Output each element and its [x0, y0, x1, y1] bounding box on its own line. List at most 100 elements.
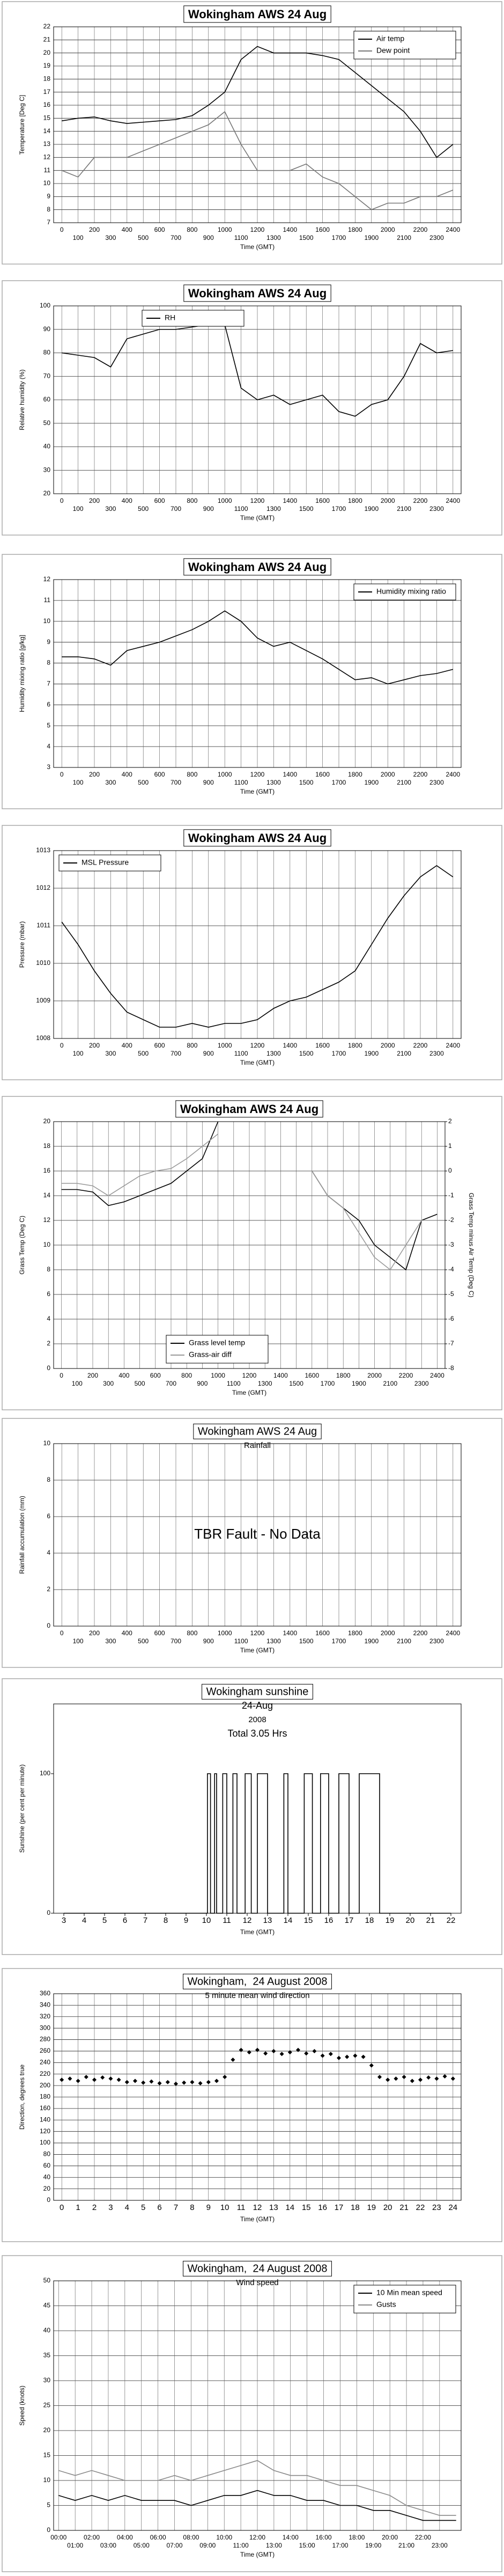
x-tick-label: 7 — [174, 2203, 178, 2212]
y-tick-label: 7 — [47, 680, 50, 687]
x-tick-label: 0 — [60, 1372, 63, 1379]
x-tick-label: 1300 — [266, 234, 281, 241]
y-axis-label: Direction, degrees true — [18, 2064, 26, 2129]
chart-panel: 0 5 10 15 20 25 30 35 40 45 50 00:0001:0002:0003:00… — [2, 2255, 502, 2572]
data-point — [92, 2077, 97, 2082]
y-tick-label: 100 — [40, 302, 50, 309]
chart-title: Wokingham, 24 August 2008 — [188, 2263, 328, 2274]
x-tick-label: 21 — [399, 2203, 409, 2212]
annotation: TBR Fault - No Data — [194, 1526, 321, 1542]
y-tick-label: 100 — [40, 2139, 50, 2146]
x-tick-label: 2300 — [429, 505, 444, 513]
x-tick-label: 100 — [73, 1637, 84, 1645]
y-tick-label: 22 — [43, 23, 51, 30]
data-point — [190, 2080, 195, 2084]
x-tick-label: 700 — [171, 779, 181, 786]
x-tick-label: 1500 — [289, 1380, 303, 1387]
y2-tick-label: 2 — [448, 1117, 452, 1125]
x-tick-label: 24 — [448, 2203, 457, 2212]
title-box — [183, 284, 331, 302]
x-tick-label: 3 — [62, 1916, 66, 1925]
x-tick-label: 1400 — [283, 1042, 297, 1049]
legend: Air temp Dew point — [353, 31, 456, 60]
legend: MSL Pressure — [58, 854, 161, 872]
x-tick-label: 900 — [197, 1380, 207, 1387]
chart-title: Wokingham sunshine — [206, 1686, 309, 1697]
y-tick-label: 80 — [43, 2150, 51, 2158]
x-tick-label: 1500 — [299, 1050, 314, 1057]
plot-frame — [53, 850, 462, 1039]
x-tick-label: 1700 — [321, 1380, 335, 1387]
x-tick-label: 1800 — [348, 497, 362, 504]
x-tick-label: 19 — [367, 2203, 376, 2212]
x-tick-label: 16 — [318, 2203, 327, 2212]
x-tick-label: 200 — [89, 226, 100, 233]
plot-frame — [53, 1993, 462, 2201]
x-tick-label: 500 — [138, 505, 149, 513]
x-tick-label: 13 — [269, 2203, 278, 2212]
x-tick-label: 1600 — [315, 771, 330, 778]
x-tick-label: 1300 — [266, 1050, 281, 1057]
data-point — [287, 2050, 292, 2055]
x-tick-label: 1400 — [283, 226, 297, 233]
x-tick-label: 600 — [154, 1629, 165, 1637]
x-tick-label: 2400 — [446, 771, 460, 778]
y-axis-label: Temperature [Deg C] — [18, 95, 26, 155]
y-tick-label: 20 — [43, 489, 51, 497]
x-tick-label: 2100 — [397, 1050, 411, 1057]
data-point — [442, 2074, 447, 2079]
y-tick-label: 30 — [43, 466, 51, 473]
annotation: Total 3.05 Hrs — [227, 1728, 287, 1739]
x-tick-label: 05:00 — [134, 2542, 150, 2549]
x-tick-label: 1200 — [242, 1372, 257, 1379]
x-tick-label: 1200 — [250, 1042, 265, 1049]
x-tick-label: 1500 — [299, 779, 314, 786]
series-line — [61, 111, 454, 210]
data-point — [394, 2076, 398, 2081]
data-point — [182, 2080, 187, 2085]
x-tick-label: 200 — [89, 1042, 100, 1049]
chart-panel: 0246810010020030040050060070080090010001… — [2, 1418, 502, 1668]
x-tick-label: 800 — [187, 226, 197, 233]
x-tick-label: 400 — [122, 1629, 132, 1637]
x-tick-label: 1900 — [364, 1050, 379, 1057]
title-box — [183, 558, 331, 576]
x-tick-label: 1600 — [305, 1372, 319, 1379]
data-point — [279, 2052, 284, 2057]
x-tick-label: 200 — [89, 1629, 100, 1637]
y-tick-label: 140 — [40, 2116, 50, 2123]
y-axis-label: Sunshine (per cent per minute) — [18, 1765, 26, 1853]
x-tick-label: 1700 — [332, 505, 346, 513]
y-tick-label: 120 — [40, 2127, 50, 2135]
data-point — [108, 2076, 113, 2081]
x-tick-label: 17 — [345, 1916, 354, 1925]
x-tick-label: 6 — [123, 1916, 127, 1925]
y-tick-label: 11 — [44, 166, 51, 174]
x-tick-label: 600 — [154, 1042, 165, 1049]
y-tick-label: 200 — [40, 2081, 50, 2089]
series-line — [312, 1170, 438, 1271]
x-tick-label: 1100 — [234, 234, 248, 241]
series-line — [62, 46, 454, 158]
x-tick-label: 1500 — [299, 1637, 314, 1645]
x-tick-label: 100 — [73, 234, 84, 241]
x-tick-label: 5 — [102, 1916, 107, 1925]
plot-frame — [53, 26, 462, 223]
x-tick-label: 1 — [76, 2203, 80, 2212]
y-axis-label: Humidity mixing ratio [g/kg] — [18, 635, 26, 712]
data-point — [337, 2055, 341, 2060]
legend-box — [353, 31, 456, 60]
x-tick-label: 900 — [203, 779, 214, 786]
x-tick-label: 19:00 — [365, 2542, 381, 2549]
x-tick-label: 1100 — [234, 1050, 248, 1057]
x-tick-label: 10 — [220, 2203, 229, 2212]
panel-frame — [2, 280, 502, 536]
y-tick-label: 14 — [43, 127, 51, 135]
legend-label: 10 Min mean speed — [376, 2288, 442, 2297]
x-tick-label: 1800 — [348, 1042, 362, 1049]
x-tick-label: 10:00 — [216, 2534, 232, 2541]
data-point — [141, 2080, 146, 2085]
y-tick-label: 10 — [43, 2476, 51, 2484]
x-axis-label: Time (GMT) — [240, 2551, 275, 2558]
